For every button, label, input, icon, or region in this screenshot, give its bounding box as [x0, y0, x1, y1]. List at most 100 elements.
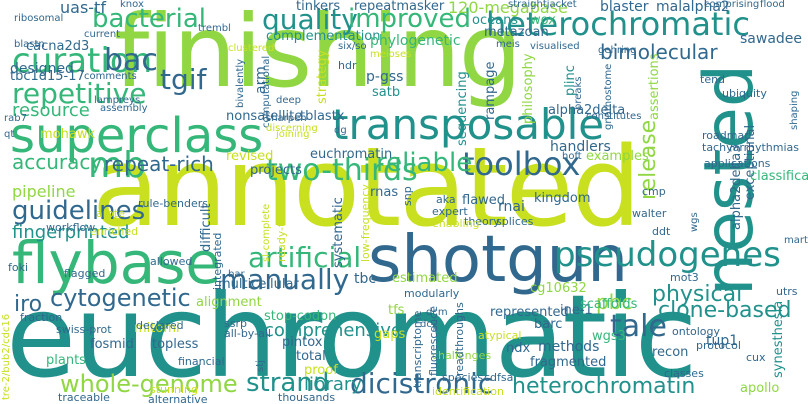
word-challenges: challenges — [432, 349, 492, 362]
word-heterochromatin: heterochromatin — [512, 374, 696, 399]
word-transposable: transposable — [332, 100, 605, 149]
word-wox: wox — [530, 13, 556, 28]
word-metazoan: metazoan — [484, 25, 549, 40]
word-identification: identification — [432, 385, 504, 398]
word-fingerprinted: fingerprinted — [12, 222, 130, 243]
word-bac: bac — [104, 43, 158, 78]
word-hdr: hdr — [338, 59, 357, 72]
word-workflow: workflow — [46, 221, 96, 234]
word-ddt: ddt — [652, 225, 671, 238]
word-classification: classification — [750, 169, 808, 184]
word-kingdom: kingdom — [534, 191, 591, 206]
word-two-thirds: two-thirds — [266, 153, 418, 188]
word-rnas: rnas — [370, 185, 399, 200]
word-scaffolds: scaffolds — [580, 297, 638, 312]
word-heterochromatic: heterochromatic — [486, 5, 750, 43]
word-estimated: estimated — [392, 271, 458, 286]
word-tfs: tfs — [388, 303, 405, 318]
word-sawadee: sawadee — [740, 31, 803, 47]
word-dg: dg — [334, 125, 347, 136]
word-lampreys: lampreys — [94, 95, 141, 106]
word-qt: qt — [4, 129, 15, 140]
word-physical: physical — [652, 282, 743, 307]
word-dicistronic: dicistronic — [350, 367, 494, 400]
word-ndx: ndx — [506, 341, 531, 356]
word-shaping: shaping — [789, 90, 800, 131]
word-complementation: complementation — [266, 29, 381, 44]
word-visualised: visualised — [530, 41, 580, 52]
word-improved: improved — [348, 4, 471, 34]
word-deep: deep — [276, 95, 301, 106]
word-mb: mb — [88, 145, 146, 186]
word-synesthesia: synesthesia — [771, 300, 786, 378]
word-swiss-prot: swiss-prot — [56, 323, 112, 336]
word-whole-genome: whole-genome — [60, 370, 238, 398]
word-phylogenetic: phylogenetic — [370, 33, 461, 49]
word-cdfsa: cdfsa — [484, 371, 514, 384]
word-rampage: rampage — [483, 61, 498, 120]
word-examples: examples — [586, 149, 649, 164]
word-total: total — [296, 349, 326, 364]
word-roadmap: roadmap — [702, 129, 752, 142]
word-bar: bar — [228, 269, 245, 280]
word-species: species — [442, 371, 484, 384]
word-pintox: pintox — [282, 335, 323, 350]
word-mohawk: mohawk — [40, 127, 95, 142]
word-declared: declared — [136, 319, 184, 332]
word-walter: walter — [632, 207, 667, 220]
word-gnathostome: gnathostome — [603, 63, 614, 130]
word-gehring: gehring — [598, 45, 637, 56]
word-foki: foki — [8, 261, 29, 274]
word-annotated: annotated — [92, 123, 641, 251]
word-nonsatellite: nonsatellite — [226, 109, 303, 124]
word-constitutes: constitutes — [586, 111, 642, 122]
word-philosophy: philosophy — [521, 53, 536, 124]
word-dc2: dc2 — [420, 319, 439, 330]
word-alignment: alignment — [196, 295, 262, 310]
word-tgif: tgif — [160, 63, 207, 96]
word-fosmid: fosmid — [90, 337, 134, 352]
word-hoft: hoft — [562, 151, 582, 162]
word-manually: manually — [220, 263, 350, 296]
word-cytogenetic: cytogenetic — [50, 284, 191, 312]
word-iro: iro — [14, 292, 43, 317]
word-satb: satb — [372, 85, 401, 100]
word-repeatmasker: repeatmasker — [354, 0, 445, 14]
word-apollo: apollo — [740, 381, 780, 396]
word-bimolecular: bimolecular — [600, 40, 718, 64]
word-allowed: allowed — [150, 255, 193, 268]
word-library: library — [304, 374, 362, 395]
word-uas-tf: uas-tf — [60, 0, 106, 17]
word-accuracy: accuracy — [12, 150, 103, 174]
word-assertions: assertions — [647, 53, 662, 120]
word-blastn: blastn — [14, 39, 45, 50]
word-low-frequency: low-frequency — [359, 184, 372, 262]
word-tre-2-bub2-cdc16: tre-2/bub2/cdc16 — [1, 313, 12, 400]
word-pipeline: pipeline — [12, 182, 76, 201]
word-blaster: blaster — [600, 0, 649, 15]
word-strategy: strategy — [315, 49, 330, 104]
word-traceable: traceable — [58, 391, 110, 404]
word-tend: tend — [700, 73, 726, 86]
word-revised: revised — [226, 149, 274, 164]
word-represented: represented — [490, 305, 569, 320]
word-tup1: tup1 — [706, 333, 739, 349]
word-superclass: superclass — [10, 108, 264, 164]
word-alternative: alternative — [148, 393, 208, 404]
word-snp: snp — [401, 186, 414, 206]
word-discerning: discerning — [266, 123, 318, 134]
word-artificial: artificial — [248, 241, 362, 274]
word-rab7: rab7 — [4, 113, 27, 124]
word-wgs: wgs — [689, 212, 700, 232]
word-splices: splices — [496, 215, 534, 228]
word-oceans: oceans — [472, 13, 519, 28]
word-tachyarrhythmias: tachyarrhythmias — [702, 141, 799, 154]
word-quality: quality — [262, 3, 358, 36]
word-assembly: assembly — [100, 103, 148, 114]
word-p-gss: p-gss — [366, 69, 404, 85]
word-tinkers: tinkers — [296, 0, 341, 14]
word-current: current — [84, 29, 121, 40]
word-strand: strand — [246, 368, 330, 398]
word-meioses: meioses — [370, 49, 412, 60]
word-wgs3: wgs3 — [592, 329, 626, 344]
